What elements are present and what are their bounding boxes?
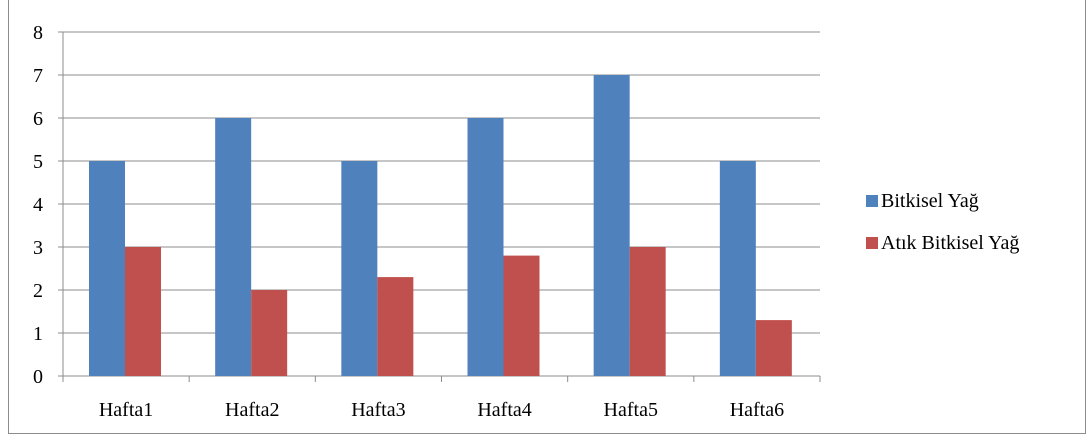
x-tick-label: Hafta5: [604, 399, 658, 421]
y-tick-label: 4: [33, 194, 43, 216]
bar-bitkisel-yag: [593, 75, 630, 376]
y-tick-label: 3: [33, 237, 43, 259]
x-tick-label: Hafta4: [477, 399, 531, 421]
y-tick-label: 0: [33, 366, 43, 388]
x-tick-label: Hafta1: [99, 399, 153, 421]
bar-atik-bitkisel-yag: [629, 247, 666, 376]
bars: [89, 75, 792, 376]
x-tick-label: Hafta2: [225, 399, 279, 421]
bar-atik-bitkisel-yag: [251, 290, 288, 376]
legend-swatch: [866, 237, 878, 249]
bar-bitkisel-yag: [89, 161, 125, 376]
y-tick-labels: 0 1 2 3 4 5 6 7 8: [33, 22, 43, 388]
x-tick-label: Hafta3: [351, 399, 405, 421]
bar-bitkisel-yag: [467, 118, 504, 376]
axes: [58, 31, 821, 382]
bar-bitkisel-yag: [215, 118, 252, 376]
x-tick-label: Hafta6: [730, 399, 784, 421]
y-tick-label: 7: [33, 65, 43, 87]
bar-bitkisel-yag: [719, 161, 756, 376]
legend-swatch: [866, 195, 878, 207]
y-tick-label: 1: [33, 323, 43, 345]
y-tick-label: 2: [33, 280, 43, 302]
legend: Bitkisel Yağ Atık Bitkisel Yağ: [866, 190, 1019, 254]
x-tick-labels: Hafta1 Hafta2 Hafta3 Hafta4 Hafta5 Hafta6: [99, 399, 784, 421]
legend-label: Bitkisel Yağ: [881, 190, 979, 212]
bar-atik-bitkisel-yag: [503, 255, 540, 376]
gridlines: [63, 31, 820, 334]
bar-atik-bitkisel-yag: [125, 247, 161, 376]
y-tick-label: 5: [33, 151, 43, 173]
bar-atik-bitkisel-yag: [755, 320, 792, 376]
legend-label: Atık Bitkisel Yağ: [881, 232, 1019, 254]
y-tick-label: 6: [33, 108, 43, 130]
bar-atik-bitkisel-yag: [377, 277, 414, 376]
chart-frame: [8, 0, 1086, 434]
bar-bitkisel-yag: [341, 161, 378, 376]
y-tick-label: 8: [33, 22, 43, 44]
